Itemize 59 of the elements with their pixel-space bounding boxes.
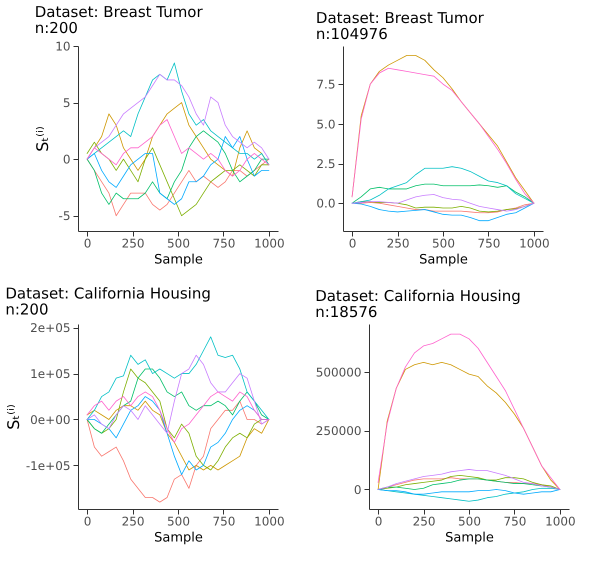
line-series [86, 354, 270, 434]
chart-subtitle: n:104976 [316, 25, 388, 43]
x-tick-label: 250 [412, 514, 436, 528]
x-tick-label: 0 [84, 514, 92, 528]
line-series [86, 119, 270, 177]
chart-title: Dataset: California Housing [315, 287, 521, 305]
line-series [378, 469, 560, 490]
x-tick-label: 1000 [254, 236, 285, 250]
x-tick-label: 0 [84, 236, 92, 250]
line-series [86, 142, 270, 216]
x-axis-title: Sample [154, 252, 203, 268]
x-tick-label: 500 [432, 236, 455, 250]
x-tick-label: 1000 [254, 514, 285, 528]
x-axis-title: Sample [419, 252, 468, 268]
chart-subtitle: n:200 [5, 300, 49, 319]
y-tick-label: 0 [354, 482, 362, 497]
x-tick-label: 250 [122, 236, 144, 250]
y-tick-label: 10 [55, 40, 70, 54]
y-tick-label: 250000 [316, 424, 362, 438]
x-tick-label: 250 [122, 514, 144, 528]
line-series [352, 184, 534, 204]
x-tick-label: 500 [167, 236, 190, 250]
x-tick-label: 500 [458, 514, 481, 528]
x-tick-label: 750 [504, 514, 526, 528]
line-series [352, 202, 534, 222]
line-series [86, 336, 270, 420]
x-tick-label: 750 [212, 236, 236, 250]
chart-subtitle: n:18576 [315, 303, 378, 321]
y-tick-label: 0 [62, 152, 70, 167]
y-tick-label: 5 [62, 96, 70, 110]
y-tick-label: -1e+05 [26, 458, 70, 473]
x-tick-label: 1000 [545, 514, 576, 528]
y-tick-label: -5 [58, 209, 70, 224]
line-series [378, 334, 560, 490]
x-axis-title: Sample [445, 530, 494, 546]
x-tick-label: 750 [212, 514, 236, 528]
x-axis-title: Sample [154, 530, 203, 546]
x-tick-label: 250 [386, 236, 410, 250]
y-tick-label: 0.0 [316, 196, 336, 211]
line-series [352, 194, 534, 212]
chart-title: Dataset: California Housing [5, 284, 211, 303]
y-tick-label: 2e+05 [30, 321, 70, 336]
x-tick-label: 1000 [519, 236, 550, 250]
chart-title: Dataset: Breast Tumor [34, 3, 204, 21]
chart-title: Dataset: Breast Tumor [316, 9, 485, 27]
y-tick-label: 1e+05 [30, 367, 70, 382]
y-tick-label: 0e+00 [30, 412, 70, 427]
line-series [86, 392, 270, 443]
x-tick-label: 750 [478, 236, 500, 250]
x-tick-label: 0 [374, 514, 382, 528]
y-axis-title: Sₜ⁽ⁱ⁾ [33, 126, 52, 152]
y-tick-label: 500000 [316, 365, 362, 380]
chart-subtitle: n:200 [34, 19, 78, 37]
line-series [86, 368, 270, 434]
y-tick-label: 7.5 [316, 78, 336, 92]
x-tick-label: 500 [167, 514, 190, 528]
y-axis-title: Sₜ⁽ⁱ⁾ [4, 404, 23, 430]
y-tick-label: 2.5 [316, 157, 336, 172]
y-tick-label: 5.0 [316, 117, 336, 132]
